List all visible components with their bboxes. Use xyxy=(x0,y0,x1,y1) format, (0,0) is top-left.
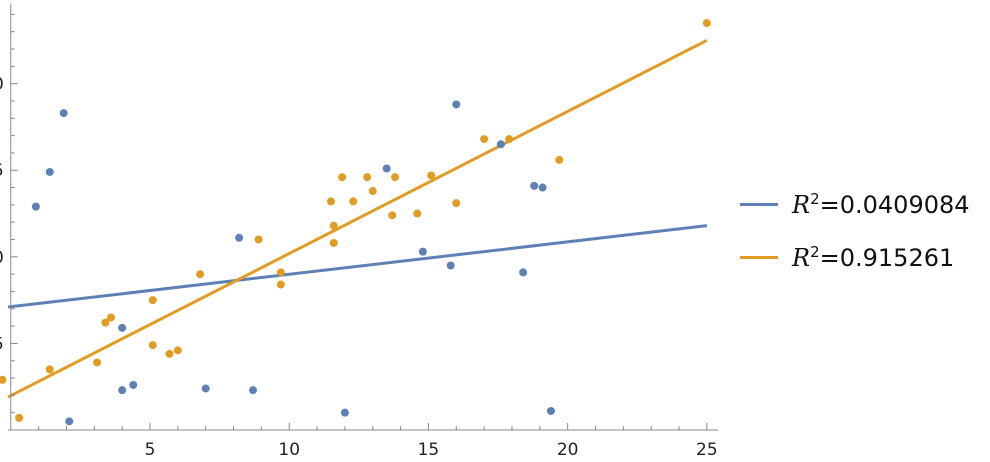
data-point-series-1 xyxy=(418,247,427,256)
data-point-series-1 xyxy=(235,233,244,242)
data-point-series-1 xyxy=(45,167,54,176)
x-tick-label: 15 xyxy=(418,440,440,460)
fit-line-series-1 xyxy=(7,224,708,309)
x-tick-label: 25 xyxy=(696,440,718,460)
data-point-series-2 xyxy=(93,358,102,367)
data-point-series-2 xyxy=(148,341,157,350)
data-point-series-2 xyxy=(148,296,157,305)
x-tick-label: 10 xyxy=(278,440,300,460)
data-point-series-1 xyxy=(31,202,40,211)
data-point-series-1 xyxy=(452,100,461,109)
data-point-series-1 xyxy=(201,384,210,393)
data-point-series-2 xyxy=(173,346,182,355)
legend: R2=0.0409084 R2=0.915261 xyxy=(740,186,985,292)
data-point-series-1 xyxy=(118,386,127,395)
data-point-series-1 xyxy=(530,181,539,190)
data-point-series-2 xyxy=(276,280,285,289)
data-point-series-1 xyxy=(519,268,528,277)
y-tick-label: 5 xyxy=(0,334,4,354)
data-point-series-1 xyxy=(496,140,505,149)
y-tick-label: 15 xyxy=(0,161,4,181)
data-point-series-1 xyxy=(59,109,68,118)
data-point-series-2 xyxy=(329,238,338,247)
data-point-series-2 xyxy=(276,268,285,277)
data-point-series-2 xyxy=(388,211,397,220)
data-point-series-2 xyxy=(480,135,489,144)
legend-swatch-series-1 xyxy=(740,202,778,206)
y-tick-label: 20 xyxy=(0,75,4,95)
legend-item-series-2: R2=0.915261 xyxy=(740,239,985,275)
y-tick-label: 10 xyxy=(0,248,4,268)
data-point-series-2 xyxy=(45,365,54,374)
data-point-series-1 xyxy=(118,323,127,332)
data-point-series-1 xyxy=(382,164,391,173)
data-point-series-2 xyxy=(452,199,461,208)
data-point-series-2 xyxy=(349,197,358,206)
data-point-series-2 xyxy=(427,171,436,180)
data-point-series-2 xyxy=(413,209,422,218)
data-point-series-2 xyxy=(505,135,514,144)
data-point-series-1 xyxy=(340,408,349,417)
data-point-series-2 xyxy=(702,19,711,28)
x-tick-label: 5 xyxy=(145,440,156,460)
data-point-series-1 xyxy=(546,406,555,415)
legend-label-series-2: R2=0.915261 xyxy=(792,242,955,272)
data-point-series-1 xyxy=(129,380,138,389)
axes: 5 10 15 20 25 5 10 15 20 xyxy=(0,4,718,460)
data-point-series-2 xyxy=(368,187,377,196)
data-point-series-1 xyxy=(446,261,455,270)
data-point-series-2 xyxy=(254,235,263,244)
data-point-series-1 xyxy=(538,183,547,192)
x-tick-label: 20 xyxy=(557,440,579,460)
data-point-series-2 xyxy=(326,197,335,206)
data-point-series-2 xyxy=(391,173,400,182)
legend-label-series-1: R2=0.0409084 xyxy=(792,189,970,219)
data-point-series-2 xyxy=(107,313,116,322)
data-point-series-2 xyxy=(196,270,205,279)
data-point-series-2 xyxy=(363,173,372,182)
data-point-series-2 xyxy=(165,349,174,358)
data-point-series-2 xyxy=(0,375,7,384)
fit-line-series-2 xyxy=(7,39,708,399)
data-point-series-1 xyxy=(249,386,258,395)
legend-swatch-series-2 xyxy=(740,255,778,259)
data-point-series-2 xyxy=(555,155,564,164)
legend-item-series-1: R2=0.0409084 xyxy=(740,186,985,222)
data-point-series-1 xyxy=(65,417,74,426)
data-point-series-2 xyxy=(329,221,338,230)
series-layer xyxy=(0,19,711,426)
data-point-series-2 xyxy=(15,413,24,422)
data-point-series-2 xyxy=(101,318,110,327)
data-point-series-2 xyxy=(338,173,347,182)
